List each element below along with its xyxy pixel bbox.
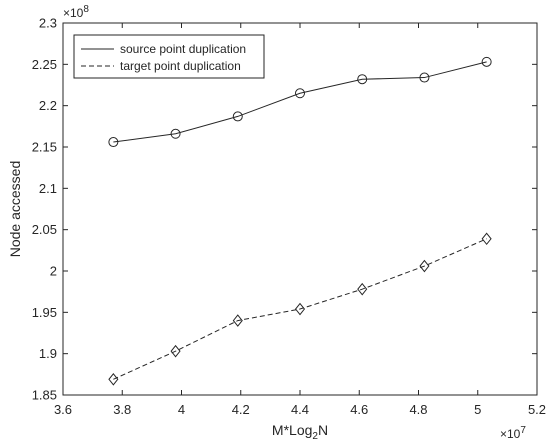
x-axis-label-suffix: N: [318, 422, 328, 438]
y-tick-label: 2.05: [32, 222, 57, 237]
x-tick-label: 5.2: [528, 402, 546, 417]
plot-area: [62, 22, 538, 396]
y-exponent-power: 8: [83, 4, 89, 15]
y-exponent-label: ×108: [63, 4, 89, 20]
data-point-circle: [419, 72, 430, 83]
y-tick-label: 2.3: [39, 16, 57, 31]
x-tick-label: 3.6: [54, 402, 72, 417]
x-tick-label: 4: [178, 402, 185, 417]
x-tick-label: 3.8: [113, 402, 131, 417]
x-tick-label: 4.8: [409, 402, 427, 417]
x-exponent-label: ×107: [500, 425, 526, 441]
x-exponent-power: 7: [520, 425, 526, 436]
data-point-diamond: [481, 232, 492, 246]
y-tick-label: 1.85: [32, 388, 57, 403]
data-point-diamond: [357, 282, 368, 296]
data-point-diamond: [232, 314, 243, 327]
legend-label-source: source point duplication: [120, 42, 246, 56]
legend: source point duplication target point du…: [73, 34, 265, 79]
y-tick-label: 2.1: [39, 181, 57, 196]
y-tick-label: 2: [50, 264, 57, 279]
data-point-circle: [481, 56, 492, 67]
data-point-diamond: [294, 302, 306, 316]
y-tick-label: 1.9: [39, 346, 57, 361]
series-line-target: [113, 238, 487, 380]
data-point-diamond: [170, 344, 181, 358]
series-line-source: [113, 61, 487, 143]
x-axis-label-subscript: 2: [312, 431, 318, 442]
x-tick-label: 4.6: [350, 402, 368, 417]
x-tick-label: 5: [474, 402, 481, 417]
data-point-diamond: [419, 259, 430, 273]
data-point-circle: [357, 74, 368, 85]
legend-box: [73, 34, 265, 79]
series-layer: [108, 56, 492, 386]
data-point-circle: [170, 128, 181, 139]
legend-label-target: target point duplication: [120, 59, 241, 73]
data-point-circle: [295, 88, 305, 99]
x-tick-label: 4.4: [291, 402, 309, 417]
data-point-circle: [108, 137, 119, 148]
y-tick-label: 2.15: [32, 140, 57, 155]
data-point-diamond: [108, 372, 119, 386]
x-tick-label: 4.2: [232, 402, 250, 417]
y-tick-label: 2.2: [39, 98, 57, 113]
y-tick-label: 1.95: [32, 305, 57, 320]
y-tick-label: 2.25: [32, 57, 57, 72]
axis-ticks: 3.6 3.8 4 4.2 4.4 4.6 4.8 5 5.2 1.85 1.9 1.95 2 2.05 2…: [32, 16, 546, 418]
x-axis-label: M*Log2N: [272, 422, 328, 442]
data-point-circle: [232, 111, 243, 122]
y-axis-label: Node accessed: [7, 161, 23, 258]
